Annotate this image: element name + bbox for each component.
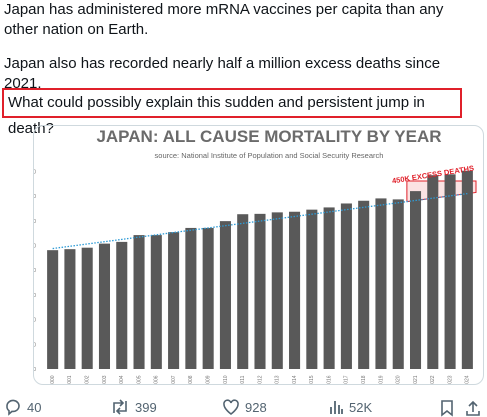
bar	[202, 227, 214, 369]
bar	[254, 213, 266, 369]
bar	[427, 175, 439, 369]
views-icon	[330, 401, 343, 414]
paragraph: Japan also has recorded nearly half a mi…	[4, 55, 441, 92]
bar	[444, 174, 456, 369]
bar	[358, 200, 370, 369]
bar	[237, 214, 249, 369]
bookmark-share[interactable]	[440, 399, 484, 417]
x-tick-label: 2008	[188, 375, 194, 384]
bar	[289, 211, 301, 369]
bar	[150, 235, 162, 369]
chart-image: JAPAN: ALL CAUSE MORTALITY BY YEAR sourc…	[33, 125, 484, 385]
trend-line	[52, 192, 468, 250]
x-tick-label: 2009	[205, 375, 211, 384]
bar	[98, 243, 111, 369]
x-tick-label: 2006	[154, 375, 160, 384]
x-tick-label: 2007	[171, 375, 177, 384]
reply-count: 40	[27, 399, 42, 415]
highlighted-question: What could possibly explain this sudden …	[2, 88, 462, 137]
bar	[306, 209, 318, 369]
x-tick-label: 2021	[413, 375, 419, 384]
x-tick-label: 2022	[430, 375, 436, 384]
x-tick-label: 2012	[257, 375, 263, 384]
paragraph: Japan has administered more mRNA vaccine…	[4, 1, 444, 38]
x-tick-label: 2018	[361, 375, 367, 384]
x-tick-label: 2010	[223, 375, 229, 384]
y-tick-label: 800,000	[34, 268, 36, 274]
bar	[81, 247, 93, 369]
bar	[168, 232, 180, 369]
bar	[116, 241, 128, 369]
bar	[185, 227, 197, 369]
x-tick-label: 2004	[119, 375, 125, 384]
views-count: 52K	[349, 399, 373, 415]
like-count: 928	[245, 399, 267, 415]
bar	[271, 212, 283, 369]
x-tick-label: 2020	[396, 375, 402, 384]
views-button[interactable]: 52K	[328, 398, 372, 416]
bar	[375, 198, 387, 369]
x-tick-label: 2014	[292, 375, 298, 384]
y-tick-label: 1,600,000	[34, 169, 36, 175]
bar	[461, 170, 473, 369]
chart: JAPAN: ALL CAUSE MORTALITY BY YEAR sourc…	[34, 127, 477, 384]
bar	[323, 207, 335, 369]
like-button[interactable]: 928	[222, 398, 267, 416]
x-tick-label: 2017	[344, 375, 350, 384]
bar	[64, 249, 76, 369]
x-tick-label: 2015	[309, 375, 315, 384]
x-tick-label: 2003	[102, 375, 108, 384]
bar	[340, 203, 352, 369]
x-tick-label: 2023	[447, 375, 453, 384]
chart-title: JAPAN: ALL CAUSE MORTALITY BY YEAR	[96, 127, 441, 146]
y-tick-label: 1,400,000	[34, 194, 36, 200]
bar	[219, 221, 231, 369]
bar	[392, 199, 404, 369]
y-tick-label: 0	[34, 367, 36, 373]
x-tick-label: 2024	[465, 375, 471, 384]
repost-button[interactable]: 399	[110, 398, 157, 416]
y-tick-label: 200,000	[34, 342, 36, 348]
x-tick-label: 2019	[378, 375, 384, 384]
reply-button[interactable]: 40	[4, 398, 41, 416]
repost-icon	[113, 399, 127, 415]
y-tick-label: 600,000	[34, 293, 36, 299]
bar	[47, 250, 59, 369]
x-tick-label: 2016	[326, 375, 332, 384]
like-icon	[223, 399, 239, 415]
y-tick-label: 400,000	[34, 318, 36, 324]
repost-count: 399	[135, 399, 157, 415]
x-tick-label: 2000	[50, 375, 56, 384]
reply-icon	[6, 399, 20, 416]
x-tick-label: 2001	[67, 375, 73, 384]
bar	[133, 235, 145, 369]
y-tick-label: 1,200,000	[34, 219, 36, 225]
x-tick-label: 2013	[275, 375, 281, 384]
x-tick-label: 2002	[85, 375, 91, 384]
x-tick-label: 2005	[136, 375, 142, 384]
bar	[409, 191, 422, 369]
chart-subtitle: source: National Institute of Population…	[155, 151, 384, 160]
x-tick-label: 2011	[240, 375, 246, 384]
y-tick-label: 1,000,000	[34, 243, 36, 249]
